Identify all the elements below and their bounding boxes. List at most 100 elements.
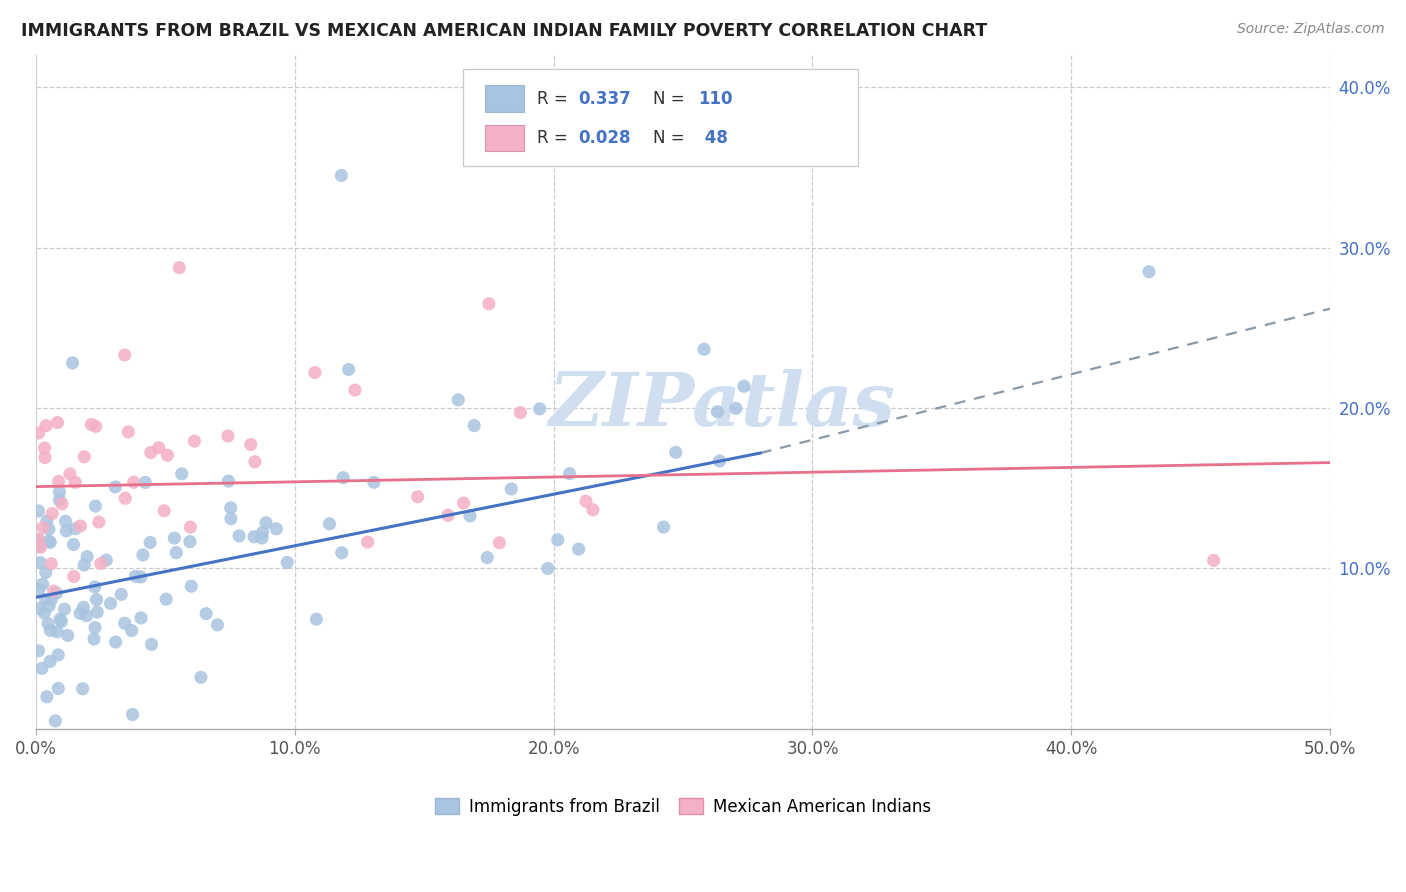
Point — [65, 522, 87, 536]
Text: N =: N = — [654, 90, 690, 108]
Point — [463, 418, 485, 433]
Point — [156, 448, 179, 462]
FancyBboxPatch shape — [463, 69, 858, 166]
Point — [27, 644, 49, 658]
Point — [27, 504, 49, 518]
Point — [69, 607, 91, 621]
Point — [48, 493, 70, 508]
Point — [304, 366, 326, 380]
Point — [343, 383, 366, 397]
Point — [139, 535, 162, 549]
Point — [69, 519, 91, 533]
Point — [44, 714, 66, 728]
Point — [733, 379, 755, 393]
Point — [453, 496, 475, 510]
Point — [46, 681, 69, 696]
Point — [84, 621, 107, 635]
Point — [217, 429, 239, 443]
Point — [72, 681, 94, 696]
Point — [45, 586, 67, 600]
Point — [179, 534, 201, 549]
Point — [501, 482, 523, 496]
Point — [132, 548, 155, 562]
Point — [83, 580, 105, 594]
Point — [104, 635, 127, 649]
Point — [39, 557, 62, 571]
Point — [114, 616, 136, 631]
Point — [139, 445, 162, 459]
Point — [488, 535, 510, 549]
Point — [104, 480, 127, 494]
Point — [34, 450, 56, 465]
Text: IMMIGRANTS FROM BRAZIL VS MEXICAN AMERICAN INDIAN FAMILY POVERTY CORRELATION CHA: IMMIGRANTS FROM BRAZIL VS MEXICAN AMERIC… — [21, 22, 987, 40]
Point — [537, 561, 560, 575]
Point — [575, 494, 598, 508]
Point — [34, 606, 56, 620]
Point — [46, 648, 69, 662]
Point — [179, 520, 201, 534]
Text: 110: 110 — [699, 90, 733, 108]
Point — [32, 520, 55, 534]
Point — [207, 618, 229, 632]
Legend: Immigrants from Brazil, Mexican American Indians: Immigrants from Brazil, Mexican American… — [429, 791, 938, 822]
Point — [305, 612, 328, 626]
Point — [183, 434, 205, 448]
Point — [28, 582, 51, 597]
Point — [170, 467, 193, 481]
Point — [48, 484, 70, 499]
Text: ZIPatlas: ZIPatlas — [548, 369, 896, 442]
Point — [31, 661, 53, 675]
Text: R =: R = — [537, 90, 572, 108]
Point — [73, 450, 96, 464]
Text: N =: N = — [654, 129, 690, 147]
Point — [447, 392, 470, 407]
Text: 0.028: 0.028 — [578, 129, 631, 147]
Point — [330, 169, 353, 183]
Point — [84, 419, 107, 434]
Text: Source: ZipAtlas.com: Source: ZipAtlas.com — [1237, 22, 1385, 37]
Point — [62, 356, 84, 370]
Point — [55, 524, 77, 538]
Point — [568, 542, 591, 557]
Point — [49, 612, 72, 626]
Text: 48: 48 — [699, 129, 727, 147]
Point — [337, 362, 360, 376]
Point — [330, 546, 353, 560]
Point — [76, 549, 98, 564]
Point — [356, 535, 378, 549]
Point — [228, 529, 250, 543]
Point — [122, 475, 145, 490]
Text: 0.337: 0.337 — [578, 90, 631, 108]
Point — [219, 500, 242, 515]
Point — [51, 497, 73, 511]
Point — [48, 475, 70, 489]
Point — [73, 558, 96, 572]
Point — [266, 522, 288, 536]
Point — [46, 416, 69, 430]
Point — [90, 557, 112, 571]
Point — [35, 690, 58, 704]
Point — [96, 553, 118, 567]
Point — [87, 515, 110, 529]
Point — [59, 467, 82, 481]
Point — [46, 624, 69, 639]
Point — [195, 607, 218, 621]
Point — [165, 546, 187, 560]
Point — [28, 601, 51, 615]
Point — [180, 579, 202, 593]
Point — [35, 418, 58, 433]
Point — [163, 531, 186, 545]
Point — [65, 475, 87, 490]
Point — [252, 525, 274, 540]
Point — [558, 467, 581, 481]
Point — [243, 530, 266, 544]
Point — [458, 508, 481, 523]
Point — [63, 569, 86, 583]
Point — [86, 592, 108, 607]
Point — [35, 514, 58, 528]
Point — [30, 556, 52, 570]
Point — [30, 540, 52, 554]
Point — [38, 522, 60, 536]
Point — [190, 670, 212, 684]
Point — [254, 516, 277, 530]
